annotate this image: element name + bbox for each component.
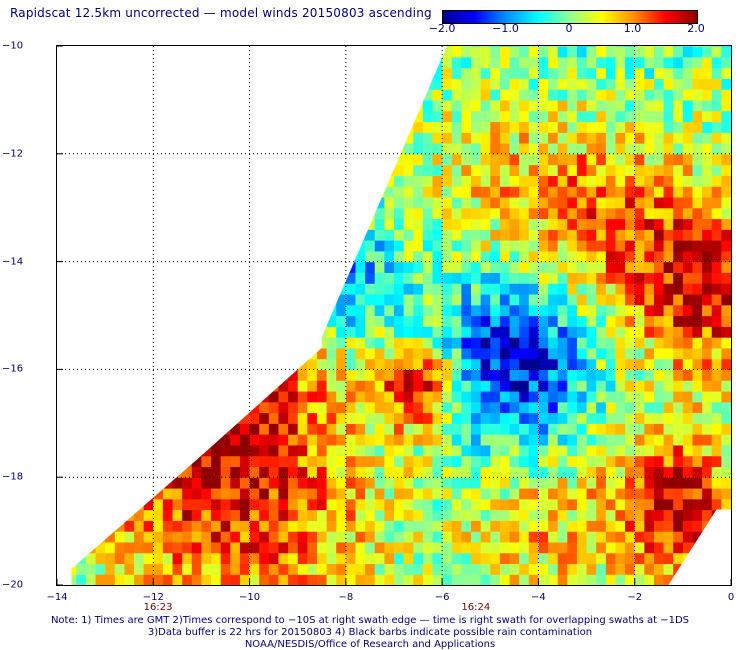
colorbar-label: −1.0	[492, 22, 519, 35]
longitude-label: −14	[46, 592, 68, 603]
swath-time-label: 16:23	[143, 602, 173, 613]
swath-time-label: 16:24	[461, 602, 491, 613]
longitude-label: −6	[434, 592, 450, 603]
latitude-label: −12	[2, 148, 24, 160]
colorbar-label: 1.0	[623, 22, 642, 35]
colorbar-label: −2.0	[428, 22, 456, 35]
latitude-label: −14	[2, 256, 24, 268]
longitude-label: −10	[239, 592, 261, 603]
colorbar	[442, 10, 698, 24]
latitude-label: −16	[2, 363, 24, 375]
footnote-line-3: NOAA/NESDIS/Office of Research and Appli…	[244, 639, 496, 650]
map-title: Rapidscat 12.5km uncorrected — model win…	[10, 6, 432, 20]
footnote-line-1: Note: 1) Times are GMT 2)Times correspon…	[50, 615, 690, 626]
longitude-label: −4	[531, 592, 546, 603]
wind-difference-cells	[71, 46, 731, 585]
wind-difference-map[interactable]	[57, 46, 731, 585]
latitude-label: −10	[2, 40, 24, 52]
colorbar-label: 2.0	[687, 22, 705, 35]
latitude-label: −20	[2, 579, 24, 591]
longitude-label: −2	[627, 592, 643, 603]
map-plot[interactable]	[56, 45, 732, 586]
longitude-label: −8	[338, 592, 354, 603]
footnote-line-2: 3)Data buffer is 22 hrs for 20150803 4) …	[147, 627, 593, 638]
colorbar-label: 0	[565, 22, 573, 35]
longitude-label: 0	[727, 592, 735, 603]
longitude-label: −12	[142, 592, 164, 603]
latitude-label: −18	[2, 471, 24, 483]
